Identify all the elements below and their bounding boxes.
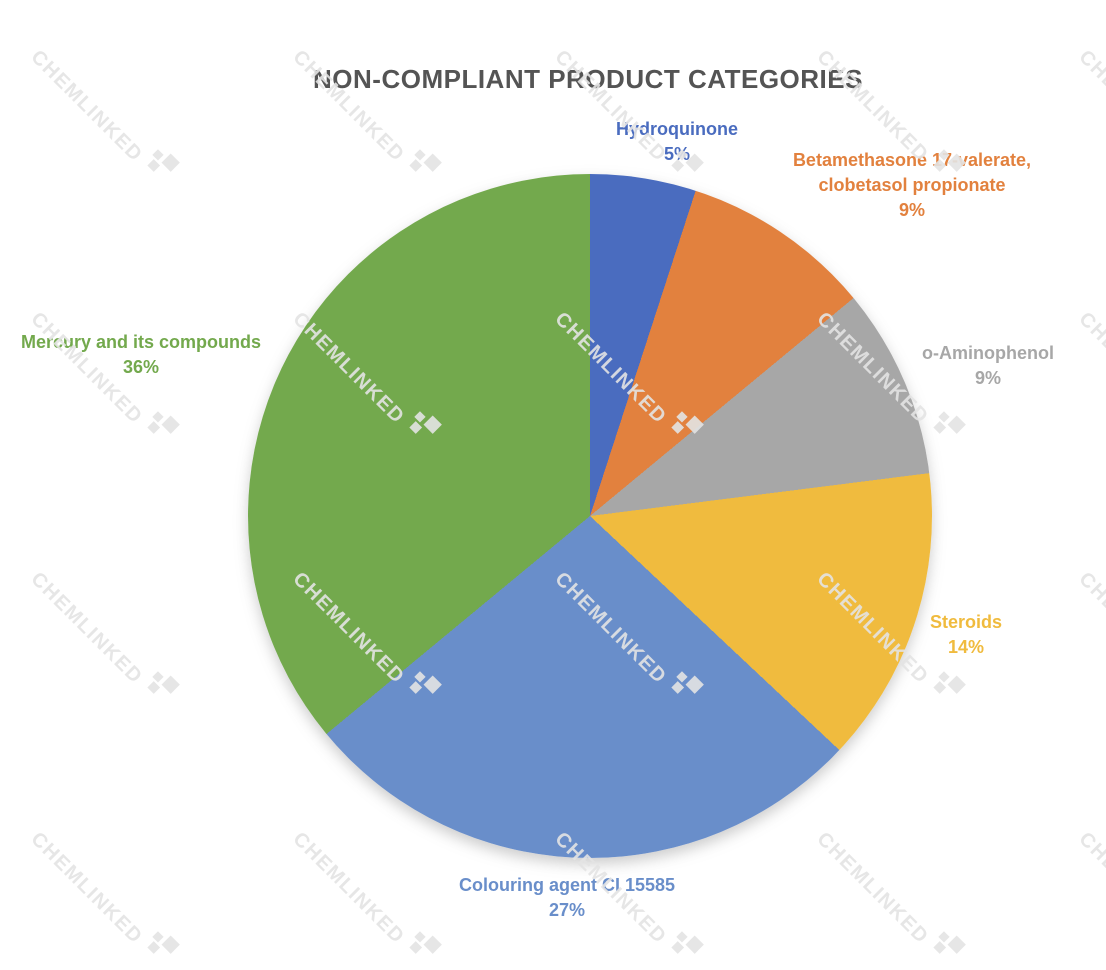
chemlinked-logo-icon <box>138 149 181 191</box>
watermark-chemlinked: CHEMLINKED <box>24 568 181 717</box>
watermark-chemlinked: CHEMLINKED <box>24 46 181 195</box>
slice-label-hydroquinone: Hydroquinone 5% <box>557 117 797 167</box>
watermark-chemlinked: CHEMLINKED <box>1072 568 1106 717</box>
chemlinked-logo-icon <box>662 931 705 970</box>
pie-chart <box>248 174 932 858</box>
chemlinked-logo-icon <box>138 411 181 453</box>
slice-label-text: Steroids <box>929 612 1003 632</box>
chemlinked-logo-icon <box>138 671 181 713</box>
watermark-chemlinked: CHEMLINKED <box>1072 46 1106 195</box>
watermark-text: CHEMLINKED <box>1074 568 1106 689</box>
watermark-text: CHEMLINKED <box>26 828 147 949</box>
watermark-chemlinked: CHEMLINKED <box>24 828 181 970</box>
slice-label-o-aminophenol: o-Aminophenol 9% <box>868 341 1106 391</box>
watermark-text: CHEMLINKED <box>1074 828 1106 949</box>
chemlinked-logo-icon <box>400 149 443 191</box>
slice-label-percent: 36% <box>122 357 160 377</box>
slice-label-steroids: Steroids 14% <box>886 610 1046 660</box>
slice-label-colouring-agent: Colouring agent CI 15585 27% <box>427 873 707 923</box>
watermark-chemlinked: CHEMLINKED <box>286 828 443 970</box>
chemlinked-logo-icon <box>924 671 967 713</box>
slice-label-text: o-Aminophenol <box>922 343 1054 363</box>
watermark-text: CHEMLINKED <box>26 568 147 689</box>
chemlinked-logo-icon <box>138 931 181 970</box>
chemlinked-logo-icon <box>400 931 443 970</box>
slice-label-mercury: Mercury and its compounds 36% <box>11 330 271 380</box>
chemlinked-logo-icon <box>924 411 967 453</box>
watermark-text: CHEMLINKED <box>1074 46 1106 167</box>
watermark-chemlinked: CHEMLINKED <box>810 828 967 970</box>
slice-label-text: Betamethasone 17-valerate, clobetasol pr… <box>792 150 1032 195</box>
slice-label-text: Colouring agent CI 15585 <box>458 875 676 895</box>
slice-label-text: Mercury and its compounds <box>20 332 262 352</box>
slice-label-betamethasone: Betamethasone 17-valerate, clobetasol pr… <box>772 148 1052 223</box>
slice-label-percent: 5% <box>663 144 690 164</box>
slice-label-percent: 14% <box>947 637 985 657</box>
chemlinked-logo-icon <box>924 931 967 970</box>
watermark-text: CHEMLINKED <box>288 828 409 949</box>
watermark-text: CHEMLINKED <box>26 46 147 167</box>
chart-title: NON-COMPLIANT PRODUCT CATEGORIES <box>313 64 863 94</box>
slice-label-percent: 27% <box>548 900 586 920</box>
slice-label-percent: 9% <box>898 200 925 220</box>
watermark-chemlinked: CHEMLINKED <box>1072 828 1106 970</box>
slice-label-text: Hydroquinone <box>616 119 738 139</box>
slice-label-percent: 9% <box>974 368 1001 388</box>
watermark-text: CHEMLINKED <box>812 828 933 949</box>
